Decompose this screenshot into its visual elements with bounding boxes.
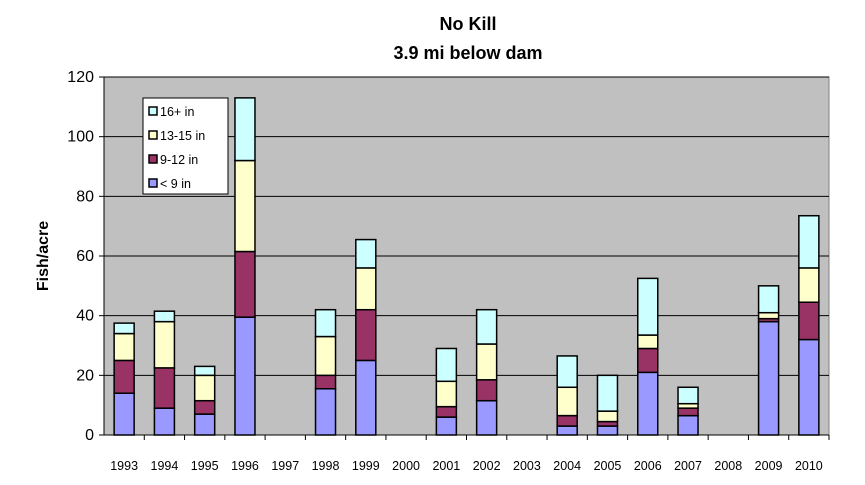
legend-label: 13-15 in — [160, 129, 205, 143]
bar-segment — [435, 405, 458, 418]
bar-segment — [435, 380, 458, 408]
bar-segment — [677, 386, 699, 405]
bar-segment — [757, 311, 780, 320]
bar-segment — [556, 425, 578, 436]
bar-segment — [757, 320, 780, 436]
bar-segment — [757, 285, 780, 314]
x-tick-label: 2000 — [392, 459, 420, 473]
y-tick-label: 100 — [67, 129, 94, 146]
bar-segment — [637, 277, 659, 336]
x-tick-label: 2010 — [795, 459, 823, 473]
y-tick-label: 120 — [67, 69, 94, 86]
legend-swatch — [148, 130, 158, 140]
chart-title-line-2: 3.9 mi below dam — [393, 43, 542, 63]
bar-segment — [113, 332, 135, 362]
y-axis-label: Fish/acre — [35, 221, 52, 291]
legend-swatch — [148, 154, 158, 164]
bar-segment — [475, 343, 498, 381]
bar-segment — [677, 414, 699, 436]
bar-segment — [355, 267, 377, 311]
bar-segment — [113, 322, 135, 335]
bar-segment — [475, 308, 498, 345]
bar-segment — [355, 359, 377, 436]
x-tick-label: 1998 — [312, 459, 340, 473]
y-tick-label: 60 — [76, 248, 94, 265]
x-tick-label: 1993 — [110, 459, 138, 473]
bar-segment — [435, 416, 458, 436]
bar-segment — [193, 374, 216, 402]
bar-segment — [677, 407, 699, 417]
bar-segment — [355, 308, 377, 362]
bar-segment — [314, 308, 337, 338]
legend-swatch — [148, 106, 158, 116]
bar-segment — [596, 374, 619, 412]
bar-segment — [556, 386, 578, 417]
x-tick-label: 1999 — [352, 459, 380, 473]
bar-segment — [314, 374, 337, 390]
bar-segment — [637, 334, 659, 350]
bar-segment — [113, 392, 135, 436]
legend-label: 9-12 in — [160, 153, 198, 167]
x-tick-label: 2007 — [674, 459, 702, 473]
bar-segment — [475, 399, 498, 436]
x-tick-label: 1997 — [271, 459, 299, 473]
x-tick-label: 2008 — [714, 459, 742, 473]
bar-segment — [798, 301, 820, 341]
bar-segment — [355, 238, 377, 269]
x-tick-label: 2004 — [553, 459, 581, 473]
x-tick-label: 1996 — [231, 459, 259, 473]
bar-segment — [596, 410, 619, 423]
bar-segment — [234, 159, 256, 253]
x-tick-label: 2005 — [594, 459, 622, 473]
bar-segment — [798, 338, 820, 436]
bar-segment — [637, 347, 659, 374]
bar-segment — [153, 310, 176, 323]
chart-title-line-1: No Kill — [440, 14, 497, 34]
x-tick-label: 1994 — [151, 459, 179, 473]
bar-segment — [153, 320, 176, 369]
bar-segment — [798, 267, 820, 303]
bar-segment — [435, 347, 458, 383]
bar-segment — [234, 316, 256, 436]
bar-segment — [153, 407, 176, 436]
legend-swatch — [148, 178, 158, 188]
x-tick-label: 2006 — [634, 459, 662, 473]
y-tick-label: 40 — [76, 308, 94, 325]
x-tick-label: 2002 — [473, 459, 501, 473]
x-tick-label: 1995 — [191, 459, 219, 473]
y-tick-label: 20 — [76, 367, 94, 384]
bar-segment — [153, 367, 176, 409]
bar-segment — [314, 335, 337, 377]
legend-label: < 9 in — [160, 177, 191, 191]
bar-segment — [193, 365, 216, 377]
x-tick-label: 2001 — [432, 459, 460, 473]
bar-segment — [234, 97, 256, 162]
bar-segment — [475, 379, 498, 402]
bar-segment — [556, 355, 578, 389]
bar-segment — [193, 413, 216, 436]
legend-label: 16+ in — [160, 105, 194, 119]
bar-segment — [596, 425, 619, 436]
bar-segment — [637, 371, 659, 436]
bar-segment — [556, 414, 578, 427]
x-tick-label: 2003 — [513, 459, 541, 473]
x-tick-label: 2009 — [755, 459, 783, 473]
bar-segment — [113, 359, 135, 394]
bar-segment — [314, 388, 337, 436]
bar-segment — [798, 214, 820, 269]
y-tick-label: 0 — [85, 427, 94, 444]
bar-segment — [234, 250, 256, 318]
y-tick-label: 80 — [76, 188, 94, 205]
bar-segment — [193, 399, 216, 415]
